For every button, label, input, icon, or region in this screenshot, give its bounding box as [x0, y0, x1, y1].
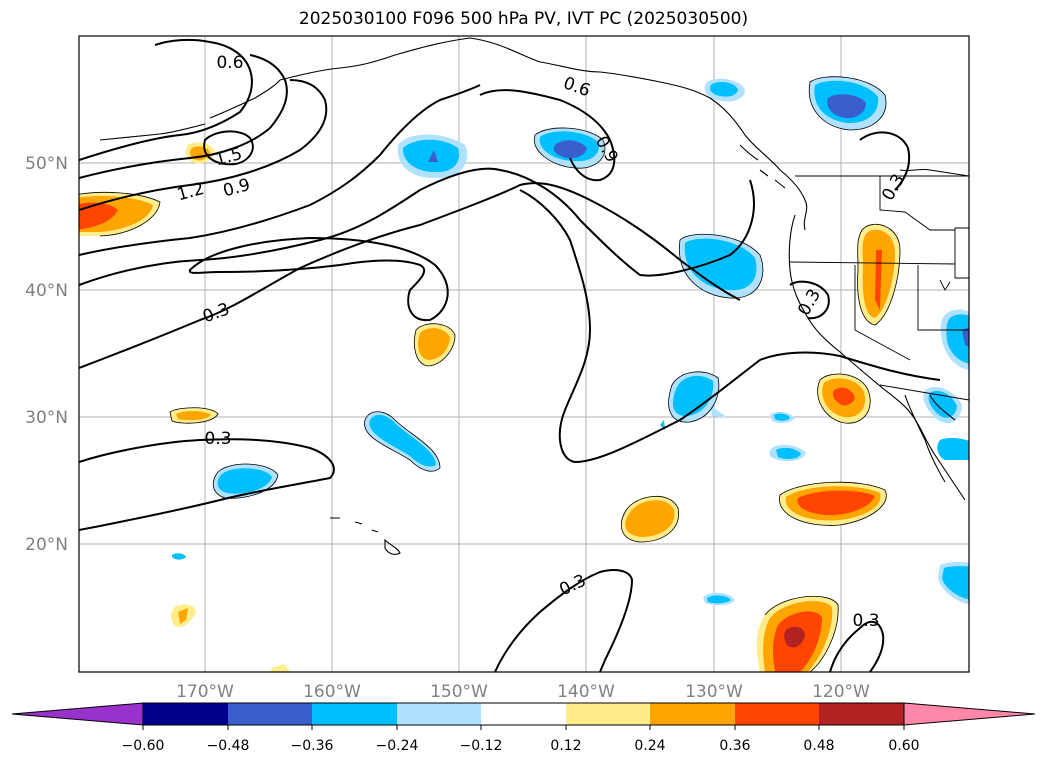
- colorbar-tick-labels: −0.60 −0.48 −0.36 −0.24 −0.12 0.12 0.24 …: [122, 738, 920, 754]
- lat-label: 20°N: [25, 535, 68, 555]
- colorbar-segment: [566, 703, 650, 725]
- colorbar: −0.60 −0.48 −0.36 −0.24 −0.12 0.12 0.24 …: [11, 702, 1036, 754]
- contour-0.3-north: [79, 182, 741, 369]
- colorbar-segment: [481, 703, 566, 725]
- colorbar-frame: [142, 702, 905, 726]
- colorbar-segment: [228, 703, 312, 725]
- contour-0.3-west: [79, 438, 335, 531]
- map-frame: [78, 35, 970, 673]
- contour-0.3-loop: [188, 236, 449, 322]
- contour-label: 0.3: [852, 611, 879, 631]
- west-coast-coastline: [788, 214, 966, 501]
- contour-label: 0.3: [794, 286, 825, 319]
- colorbar-tick-label: 0.48: [803, 738, 834, 754]
- colorbar-segment: [819, 703, 904, 725]
- colorbar-tick-label: 0.12: [550, 738, 581, 754]
- colorbar-extend-max: [903, 702, 1036, 726]
- contour-label: 1.5: [213, 144, 244, 170]
- contour-label: 0.6: [216, 53, 243, 73]
- political-borders: [789, 175, 969, 401]
- colorbar-tick-label: 0.60: [888, 738, 919, 754]
- colorbar-segment: [312, 703, 397, 725]
- lon-label: 170°W: [176, 682, 234, 702]
- lat-label: 30°N: [25, 408, 68, 428]
- blue-region-gulf-alaska-1-core: [402, 139, 460, 173]
- lon-label: 160°W: [303, 682, 361, 702]
- map-title: 2025030100 F096 500 hPa PV, IVT PC (2025…: [298, 9, 749, 29]
- colorbar-segment: [397, 703, 481, 725]
- negative-ivt-regions: [172, 76, 969, 606]
- lon-label: 130°W: [685, 682, 743, 702]
- colorbar-extend-min: [11, 702, 144, 726]
- positive-ivt-regions: [79, 142, 900, 672]
- lat-label: 40°N: [25, 281, 68, 301]
- hawaii-islands: [330, 517, 401, 555]
- region-outlines: [79, 76, 901, 672]
- latitude-labels: 50°N 40°N 30°N 20°N: [25, 154, 68, 555]
- contour-1.5-loop: [203, 130, 254, 166]
- colorbar-segment: [735, 703, 819, 725]
- contour-label: 0.3: [204, 429, 231, 449]
- contour-label: 1.2: [175, 179, 206, 205]
- lon-label: 140°W: [557, 682, 615, 702]
- gridlines: [79, 36, 969, 672]
- lat-label: 50°N: [25, 154, 68, 174]
- lon-label: 120°W: [812, 682, 870, 702]
- contour-0.3-central: [519, 189, 941, 464]
- lon-label: 150°W: [430, 682, 488, 702]
- pv-contours: [79, 38, 941, 672]
- colorbar-segment: [143, 703, 228, 725]
- alaska-coastline: [279, 37, 808, 231]
- colorbar-tick-label: −0.48: [207, 738, 250, 754]
- colorbar-tick-label: 0.24: [634, 738, 665, 754]
- colorbar-ticks: [142, 725, 905, 730]
- coastlines: [99, 37, 969, 555]
- colorbar-tick-label: 0.36: [719, 738, 750, 754]
- map-plot: 0.6 0.6 0.9 1.5 1.2 0.9 0.3 0.3 0.3 0.3 …: [79, 36, 969, 672]
- colorbar-segment: [650, 703, 735, 725]
- colorbar-tick-label: −0.60: [122, 738, 165, 754]
- colorbar-tick-label: −0.12: [460, 738, 503, 754]
- longitude-labels: 170°W 160°W 150°W 140°W 130°W 120°W: [176, 682, 870, 702]
- contour-0.6-north: [79, 38, 253, 161]
- colorbar-tick-label: −0.24: [376, 738, 419, 754]
- colorbar-tick-label: −0.36: [291, 738, 334, 754]
- contour-label: 0.6: [561, 73, 593, 101]
- contour-0.3-south: [494, 569, 634, 672]
